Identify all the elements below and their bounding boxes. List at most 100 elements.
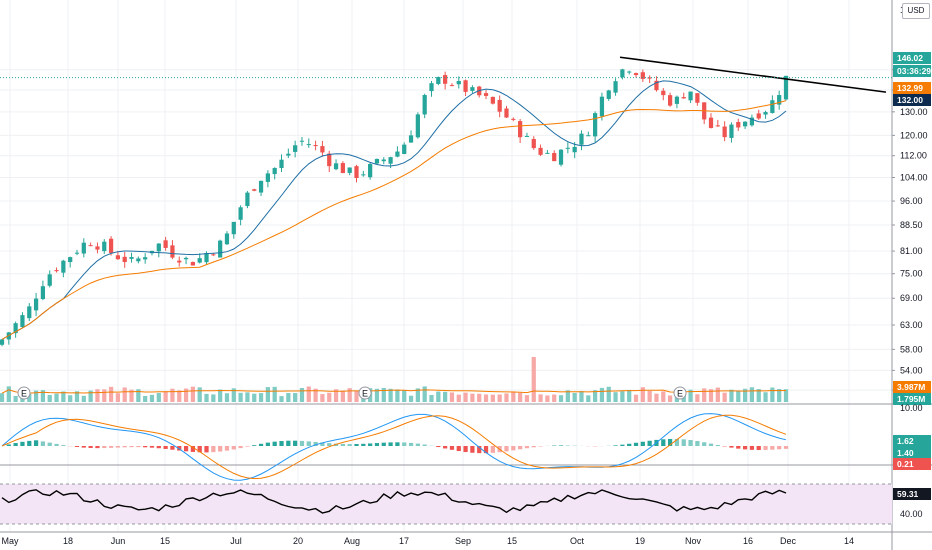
- countdown-tag-text: 03:36:29: [897, 66, 931, 76]
- candle: [763, 110, 768, 119]
- volume-bar: [47, 394, 52, 402]
- candle: [449, 83, 455, 87]
- macd-hist-bar: [463, 446, 468, 453]
- volume-bar: [61, 391, 66, 402]
- candle-body: [381, 159, 386, 162]
- candle-body: [163, 240, 168, 248]
- candle: [170, 240, 175, 260]
- candle-body: [654, 80, 659, 91]
- macd-hist-bar: [667, 438, 673, 446]
- candle-body: [108, 238, 114, 253]
- candle-body: [443, 75, 448, 84]
- candle: [552, 150, 557, 162]
- volume-bar: [627, 389, 632, 402]
- candle-body: [327, 153, 332, 167]
- candle-body: [497, 99, 502, 112]
- candle-body: [197, 258, 202, 263]
- candle-body: [286, 153, 291, 156]
- candle-body: [402, 144, 407, 154]
- macd-hist-bar: [783, 446, 789, 449]
- candle-body: [115, 255, 121, 260]
- volume-bar: [374, 388, 380, 402]
- candle: [68, 256, 73, 268]
- candle: [483, 90, 489, 100]
- currency-badge[interactable]: USD: [902, 3, 930, 19]
- candle-body: [552, 152, 557, 162]
- macd-hist-bar: [347, 444, 352, 446]
- macd-hist-bar: [742, 446, 748, 450]
- candle-body: [742, 121, 748, 127]
- candle-body: [531, 139, 536, 149]
- volume-bar: [429, 395, 434, 402]
- volume-bar: [756, 389, 761, 402]
- volume-ma-tag: 3.987M: [893, 381, 931, 393]
- candle: [613, 78, 618, 96]
- candle: [108, 236, 114, 256]
- macd-hist-bar: [27, 440, 32, 446]
- candle: [74, 249, 80, 256]
- candle-body: [715, 125, 720, 127]
- macd-hist-bar: [218, 446, 223, 452]
- macd-hist-bar: [449, 446, 455, 450]
- candle-body: [470, 87, 475, 91]
- candle: [722, 121, 727, 142]
- candle: [415, 112, 420, 139]
- candle: [143, 253, 148, 264]
- candle: [681, 92, 686, 99]
- candle-body: [361, 174, 366, 176]
- candle-body: [783, 75, 789, 100]
- candle-body: [647, 77, 652, 79]
- price-tick-label: 81.00: [900, 246, 923, 256]
- macd-hist-bar: [688, 440, 693, 446]
- candle: [88, 242, 93, 247]
- volume-bar: [54, 393, 59, 402]
- candle: [81, 238, 86, 258]
- volume-bar: [736, 390, 741, 402]
- macd-hist-bar: [388, 442, 393, 446]
- candle-body: [272, 167, 277, 175]
- volume-tag-text: 1.795M: [897, 394, 925, 404]
- candle-body: [136, 258, 141, 262]
- macd-hist-bar: [265, 442, 270, 446]
- macd-hist-bar: [6, 444, 11, 446]
- volume-bar: [245, 392, 250, 402]
- volume-bar: [88, 390, 93, 402]
- macd-hist-bar: [313, 441, 318, 446]
- candle: [736, 118, 741, 131]
- candle: [258, 180, 264, 197]
- volume-bar: [633, 394, 639, 402]
- candle: [456, 76, 461, 89]
- candle: [306, 138, 311, 148]
- ma-fast-tag-bg: [893, 94, 931, 106]
- rsi-tag-bg: [893, 488, 931, 500]
- candle: [224, 231, 230, 245]
- volume-bar: [715, 387, 720, 402]
- candle: [592, 111, 598, 143]
- candle-body: [763, 112, 768, 115]
- candle: [54, 267, 59, 273]
- candle: [163, 236, 168, 251]
- macd-hist-bar: [511, 446, 516, 451]
- macd-hist-bar: [470, 446, 475, 453]
- candle-body: [47, 274, 52, 286]
- macd-hist-bar: [422, 444, 427, 446]
- candle-body: [177, 260, 182, 263]
- volume-bar: [470, 393, 475, 402]
- macd-hist-bar: [361, 443, 366, 446]
- earnings-marker-circle: [358, 386, 372, 400]
- candle: [674, 95, 680, 109]
- candle: [33, 293, 39, 317]
- volume-bar: [190, 386, 196, 402]
- candle-body: [20, 315, 25, 327]
- candle: [320, 140, 325, 157]
- candle: [115, 250, 121, 260]
- volume-bar: [483, 394, 489, 402]
- candle-body: [565, 147, 570, 149]
- candle: [149, 250, 155, 256]
- countdown-tag: 03:36:29: [893, 65, 931, 77]
- time-tick-label: 15: [507, 536, 517, 546]
- candle-body: [681, 97, 686, 99]
- candle-body: [524, 135, 530, 137]
- candle-body: [579, 133, 584, 145]
